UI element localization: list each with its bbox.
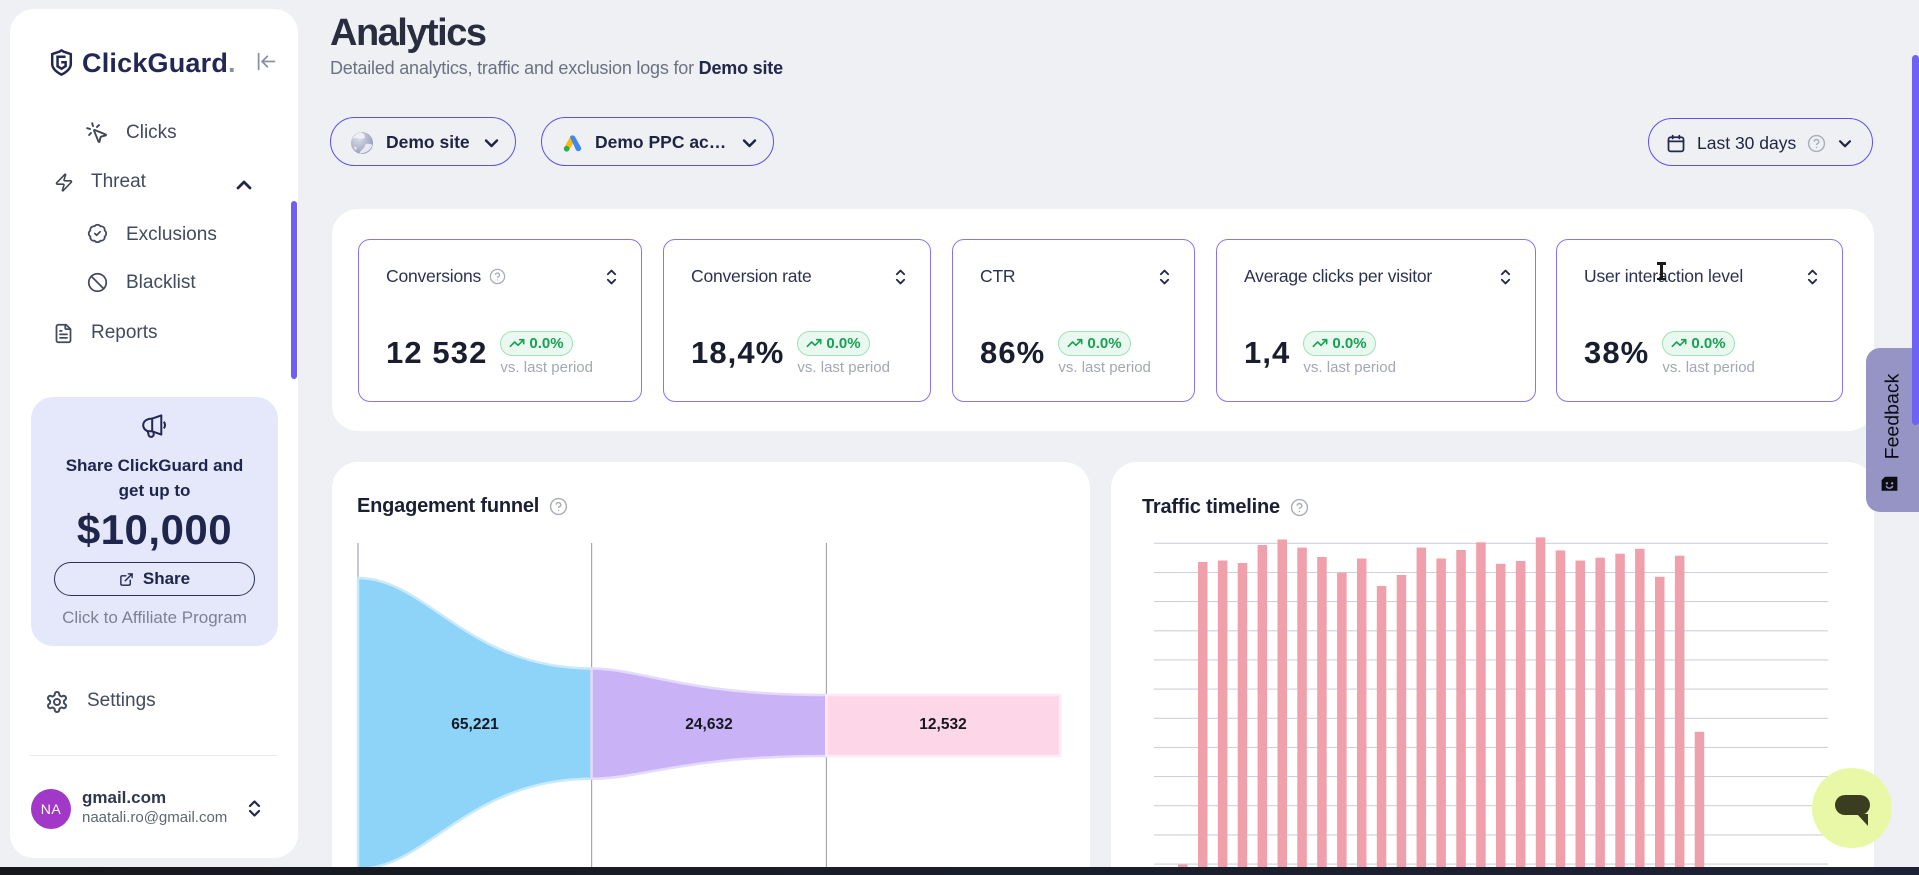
svg-text:65,221: 65,221 — [451, 716, 499, 733]
svg-text:24,632: 24,632 — [685, 716, 732, 733]
svg-text:12,532: 12,532 — [919, 716, 966, 733]
